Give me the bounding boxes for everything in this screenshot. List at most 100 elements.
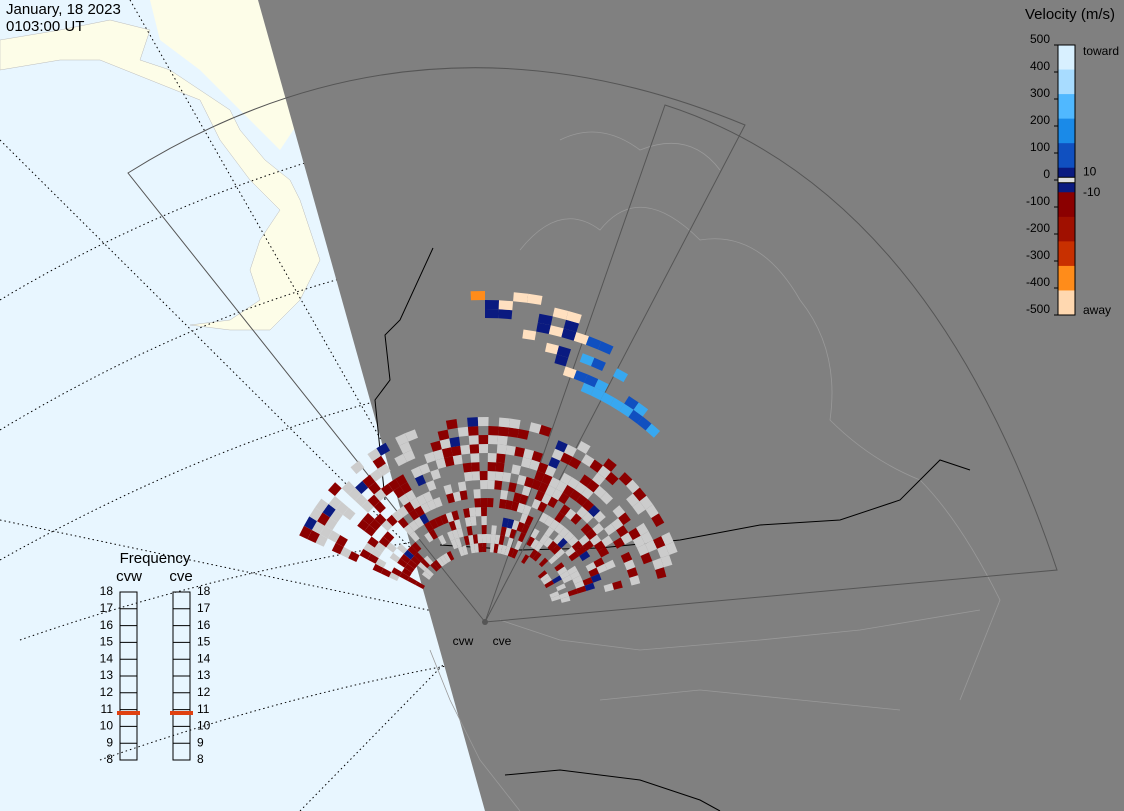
cell: [419, 513, 430, 525]
cell: [424, 532, 434, 543]
colorbar-segment: [1058, 216, 1075, 242]
cell: [430, 469, 441, 481]
cell: [469, 507, 476, 517]
cell: [335, 501, 349, 515]
cell: [510, 501, 520, 512]
cell: [534, 490, 545, 502]
cell: [377, 463, 391, 477]
cell: [568, 551, 580, 562]
cell: [534, 470, 545, 482]
cell: [467, 426, 479, 436]
cell: [554, 548, 565, 559]
frequency-tick-label: 16: [100, 618, 114, 632]
frequency-tick-label: 14: [197, 651, 211, 665]
cell: [563, 531, 575, 543]
cell: [477, 534, 483, 544]
cell: [461, 545, 469, 556]
cell: [541, 473, 553, 486]
cell: [403, 549, 415, 560]
colorbar-title: Velocity (m/s): [1025, 6, 1115, 23]
cell: [560, 452, 573, 465]
cell: [521, 523, 530, 535]
cell: [414, 505, 425, 517]
cell: [414, 552, 424, 562]
cell: [388, 478, 401, 491]
cell: [391, 567, 402, 577]
cell: [540, 573, 550, 582]
cell: [511, 548, 519, 559]
cell: [488, 426, 499, 436]
cell: [304, 516, 317, 530]
cell: [604, 523, 617, 536]
cell: [517, 429, 530, 440]
cell: [354, 494, 368, 507]
cell: [407, 545, 418, 556]
cell: [400, 482, 412, 494]
cell: [594, 379, 609, 393]
cell: [374, 488, 387, 502]
cell: [547, 540, 558, 552]
cell: [375, 558, 387, 568]
cell: [410, 555, 421, 566]
cell: [508, 482, 517, 493]
cell: [477, 417, 489, 427]
cell: [456, 527, 464, 538]
cell: [381, 519, 393, 532]
cell: [562, 575, 573, 584]
cell: [626, 479, 640, 494]
cell: [426, 480, 437, 492]
cell: [397, 558, 408, 568]
cell: [500, 526, 507, 537]
cell: [585, 528, 597, 541]
cell: [652, 558, 664, 570]
cell: [655, 567, 667, 579]
cell: [536, 322, 551, 334]
cell: [409, 497, 421, 510]
cell: [472, 534, 479, 544]
cell: [507, 427, 519, 438]
cell: [580, 382, 595, 396]
colorbar-tick-label: -400: [1026, 275, 1050, 289]
cell: [567, 477, 580, 490]
cell: [407, 559, 418, 569]
cell: [327, 530, 341, 543]
cell: [371, 547, 383, 559]
cell: [576, 585, 587, 594]
cell: [342, 507, 356, 521]
cell: [397, 517, 409, 529]
cell: [481, 516, 487, 526]
cell: [491, 525, 497, 535]
cell: [397, 505, 409, 518]
cell: [624, 396, 639, 410]
colorbar-tick-label: 300: [1030, 86, 1050, 100]
cell: [311, 521, 325, 535]
cell: [592, 522, 604, 535]
cell: [637, 416, 652, 431]
cell: [424, 568, 434, 577]
cell: [527, 293, 543, 305]
cell: [497, 435, 508, 446]
cell: [315, 534, 328, 547]
cell: [445, 512, 454, 523]
colorbar-tick-label: -500: [1026, 302, 1050, 316]
cell: [324, 517, 338, 531]
cell: [582, 499, 595, 512]
cell: [359, 548, 371, 560]
colorbar-tick-label: 100: [1030, 140, 1050, 154]
cell: [579, 550, 591, 562]
cell: [361, 500, 374, 513]
cell: [565, 508, 577, 521]
cell: [322, 504, 336, 518]
cell: [367, 536, 379, 548]
cell: [581, 487, 594, 500]
cell: [448, 520, 457, 531]
cell: [544, 526, 555, 538]
cell: [487, 480, 495, 490]
cell: [584, 374, 599, 388]
cell: [562, 484, 575, 497]
cell: [428, 529, 438, 540]
cell: [526, 536, 535, 547]
cell: [569, 489, 582, 502]
cell: [640, 552, 653, 565]
cell: [573, 370, 588, 383]
